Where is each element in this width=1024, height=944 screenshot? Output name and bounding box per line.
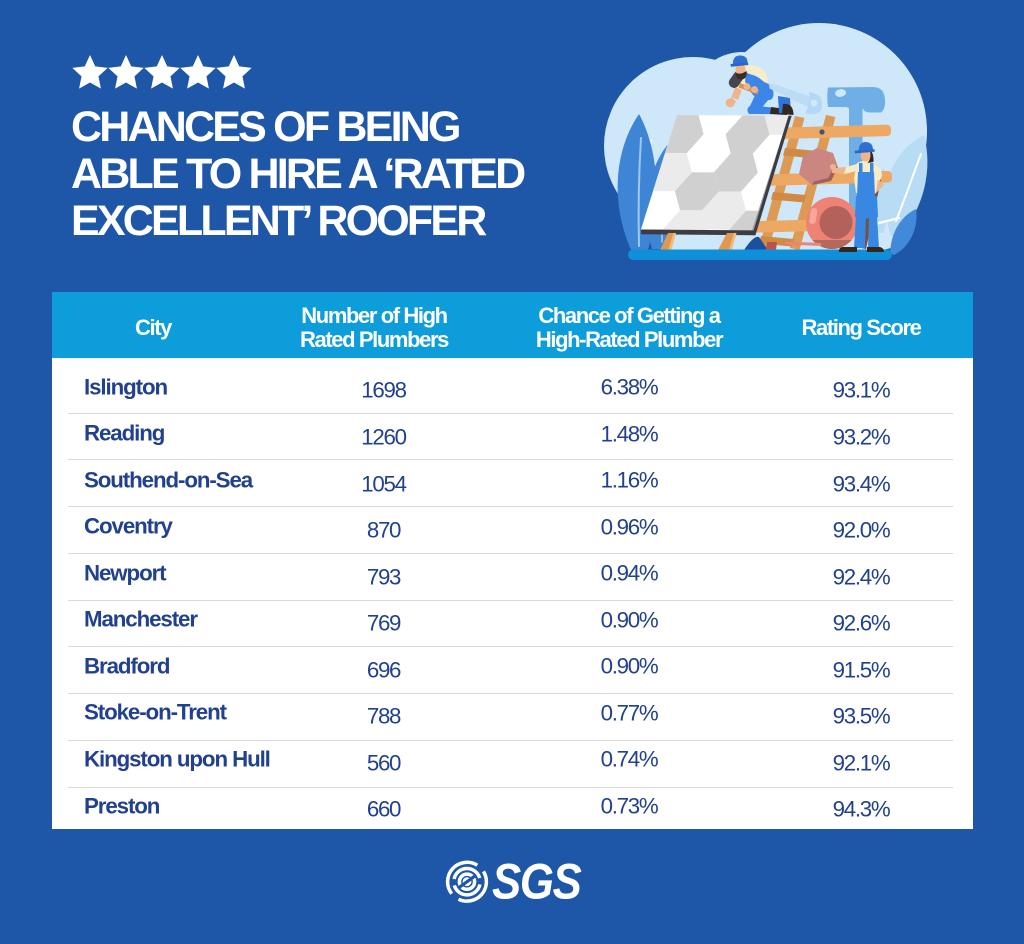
- svg-text:SGS: SGS: [492, 855, 581, 907]
